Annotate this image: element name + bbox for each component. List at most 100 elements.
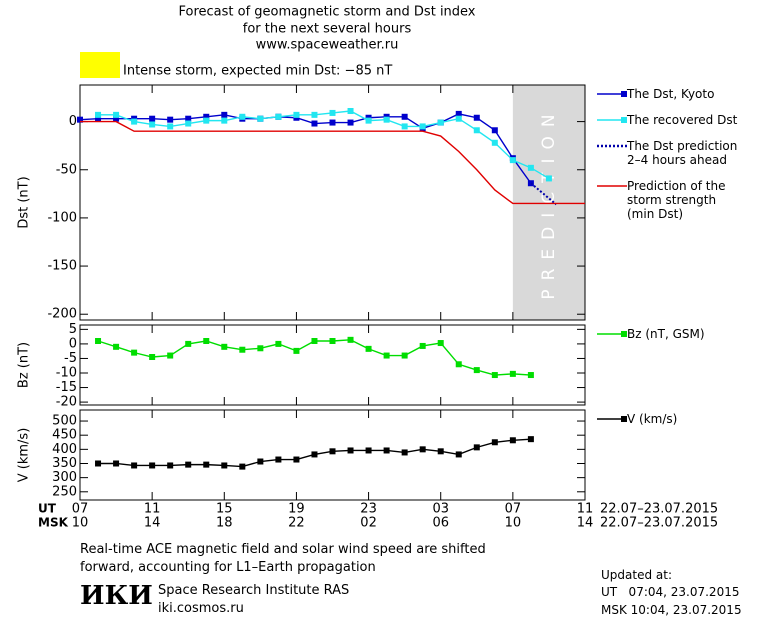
point [545,175,552,182]
point [509,370,516,377]
series-line [80,120,585,205]
point [185,115,192,122]
institute: Space Research Institute RAS [158,583,350,598]
point [221,117,228,124]
y-tick-label: 250 [52,484,77,499]
msk-tick-label: 10 [72,516,89,531]
legend: The Dst, Kyoto The recovered Dst The Dst p… [597,87,737,233]
series-line [530,182,557,206]
point [401,123,408,130]
legend-entry: Prediction of the storm strength (min Ds… [597,179,737,221]
point [257,115,264,122]
y-tick-label: -150 [47,259,77,274]
point [203,461,210,468]
x-tick-label: 11 [144,502,161,517]
legend-label: The Dst prediction 2–4 hours ahead [627,139,738,167]
point [311,120,318,127]
y-tick-label: 300 [52,470,77,485]
y-tick-label: 400 [52,442,77,457]
legend-marker [621,331,627,337]
legend-marker [621,91,627,97]
legend-entry: Bz (nT, GSM) [597,327,705,341]
point [527,372,534,379]
point [473,444,480,451]
point [257,458,264,465]
point [383,116,390,123]
point [473,367,480,374]
point [329,119,336,126]
point [95,115,102,122]
point [95,460,102,467]
point [167,116,174,123]
title: for the next several hours [243,22,412,37]
legend: Bz (nT, GSM) [597,327,705,353]
point [185,120,192,127]
legend-label: The Dst, Kyoto [627,87,715,101]
site: iki.cosmos.ru [158,601,244,616]
point [437,448,444,455]
point [455,361,462,368]
legend-icon [597,416,627,422]
legend-label: Bz (nT, GSM) [627,327,705,341]
point [437,119,444,126]
updated: Updated at: [601,568,672,582]
legend-label: Prediction of the storm strength (min Ds… [627,179,726,221]
point [383,447,390,454]
point [185,461,192,468]
panel: 50-5-10-15-20 Bz (nT) [17,322,586,410]
point [527,436,534,443]
msk-label: MSK [38,516,69,530]
shade-label: PREDICTION [539,105,559,299]
point [455,110,462,117]
y-tick-label: 450 [52,428,77,443]
point [149,354,156,360]
point [491,439,498,446]
point [527,164,534,171]
point [239,463,246,470]
point [347,447,354,454]
point [383,352,390,359]
point [203,117,210,124]
point [365,447,372,454]
point [113,343,120,350]
msk-tick-label: 14 [577,516,594,531]
x-tick-label: 19 [288,502,305,517]
point [131,462,138,469]
x-tick-label: 07 [72,502,89,517]
point [311,111,318,118]
point [455,115,462,122]
y-tick-label: 350 [52,456,77,471]
msk-tick-label: 06 [432,516,449,531]
legend-label: The recovered Dst [627,113,738,127]
y-tick-label: -10 [56,366,77,381]
point [167,123,174,130]
point [329,338,336,344]
x-tick-label: 03 [432,502,449,517]
point [95,111,102,118]
legend-marker [621,117,627,123]
point [203,338,210,344]
point [293,347,300,354]
point [167,462,174,469]
point [311,451,318,458]
point [437,340,444,347]
note: Real-time ACE magnetic field and solar w… [80,542,486,575]
point [77,116,83,123]
point [509,437,516,444]
plot-frame [79,324,586,406]
legend: V (km/s) [597,412,677,438]
series-line [80,113,532,184]
msk-tick-label: 14 [144,516,161,531]
plot-frame [79,409,586,501]
point [131,349,138,356]
legend-label: V (km/s) [627,412,678,426]
point [401,449,408,456]
point [347,336,354,343]
y-tick-label: 0 [69,336,77,351]
y-tick-label: -50 [56,162,77,177]
point [185,340,192,347]
point [347,108,354,115]
